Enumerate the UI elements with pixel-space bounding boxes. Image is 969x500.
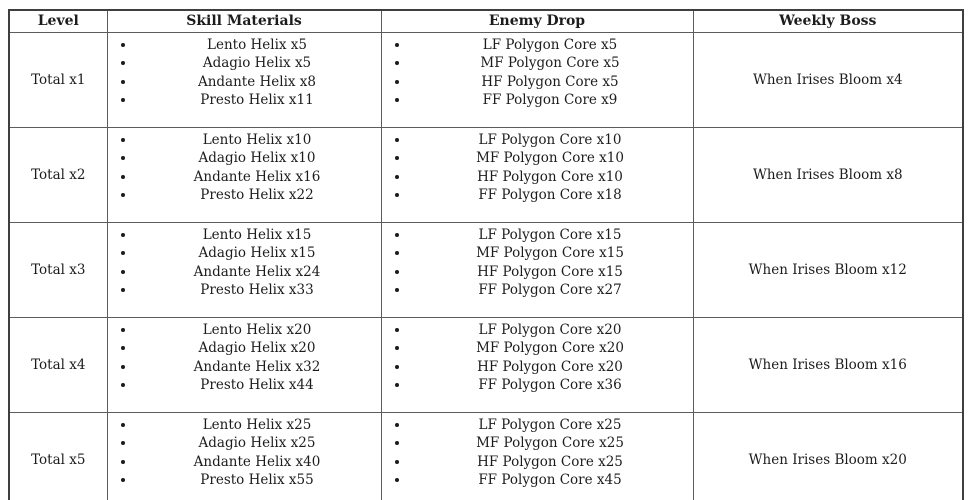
list-item: Adagio Helix x10: [136, 149, 379, 168]
table-row: Total x1 Lento Helix x5Adagio Helix x5An…: [8, 31, 964, 128]
list-item: Presto Helix x55: [136, 471, 379, 490]
list-item: MF Polygon Core x15: [410, 244, 691, 263]
table-row: Total x5 Lento Helix x25Adagio Helix x25…: [8, 411, 964, 500]
list-item: Adagio Helix x20: [136, 339, 379, 358]
list-item: Andante Helix x40: [136, 453, 379, 472]
table-row: Total x2 Lento Helix x10Adagio Helix x10…: [8, 126, 964, 223]
list-item: LF Polygon Core x10: [410, 131, 691, 150]
enemy-drop-list: LF Polygon Core x20MF Polygon Core x20HF…: [384, 321, 691, 395]
enemy-drop-cell: LF Polygon Core x15MF Polygon Core x15HF…: [380, 221, 694, 318]
list-item: Presto Helix x11: [136, 91, 379, 110]
header-row: Level Skill Materials Enemy Drop Weekly …: [8, 9, 964, 33]
weekly-boss-cell: When Irises Bloom x12: [692, 221, 964, 318]
level-cell: Total x3: [8, 221, 108, 318]
column-header-enemy-drop: Enemy Drop: [380, 9, 694, 33]
list-item: LF Polygon Core x5: [410, 36, 691, 55]
list-item: Andante Helix x8: [136, 73, 379, 92]
list-item: Adagio Helix x15: [136, 244, 379, 263]
list-item: Adagio Helix x5: [136, 54, 379, 73]
skill-materials-cell: Lento Helix x10Adagio Helix x10Andante H…: [106, 126, 382, 223]
list-item: HF Polygon Core x5: [410, 73, 691, 92]
column-header-level: Level: [8, 9, 108, 33]
list-item: LF Polygon Core x15: [410, 226, 691, 245]
enemy-drop-list: LF Polygon Core x15MF Polygon Core x15HF…: [384, 226, 691, 300]
enemy-drop-cell: LF Polygon Core x25MF Polygon Core x25HF…: [380, 411, 694, 500]
enemy-drop-cell: LF Polygon Core x20MF Polygon Core x20HF…: [380, 316, 694, 413]
weekly-boss-cell: When Irises Bloom x20: [692, 411, 964, 500]
list-item: Lento Helix x5: [136, 36, 379, 55]
enemy-drop-list: LF Polygon Core x10MF Polygon Core x10HF…: [384, 131, 691, 205]
skill-materials-list: Lento Helix x20Adagio Helix x20Andante H…: [110, 321, 379, 395]
list-item: MF Polygon Core x10: [410, 149, 691, 168]
skill-materials-list: Lento Helix x5Adagio Helix x5Andante Hel…: [110, 36, 379, 110]
list-item: HF Polygon Core x15: [410, 263, 691, 282]
list-item: Lento Helix x25: [136, 416, 379, 435]
list-item: HF Polygon Core x20: [410, 358, 691, 377]
list-item: Lento Helix x20: [136, 321, 379, 340]
column-header-weekly-boss: Weekly Boss: [692, 9, 964, 33]
list-item: FF Polygon Core x27: [410, 281, 691, 300]
enemy-drop-cell: LF Polygon Core x10MF Polygon Core x10HF…: [380, 126, 694, 223]
skill-materials-list: Lento Helix x15Adagio Helix x15Andante H…: [110, 226, 379, 300]
list-item: FF Polygon Core x18: [410, 186, 691, 205]
list-item: HF Polygon Core x10: [410, 168, 691, 187]
table-row: Total x4 Lento Helix x20Adagio Helix x20…: [8, 316, 964, 413]
skill-materials-cell: Lento Helix x5Adagio Helix x5Andante Hel…: [106, 31, 382, 128]
list-item: MF Polygon Core x5: [410, 54, 691, 73]
list-item: HF Polygon Core x25: [410, 453, 691, 472]
level-cell: Total x2: [8, 126, 108, 223]
list-item: Presto Helix x44: [136, 376, 379, 395]
list-item: LF Polygon Core x20: [410, 321, 691, 340]
list-item: FF Polygon Core x36: [410, 376, 691, 395]
weekly-boss-cell: When Irises Bloom x8: [692, 126, 964, 223]
skill-materials-cell: Lento Helix x20Adagio Helix x20Andante H…: [106, 316, 382, 413]
enemy-drop-list: LF Polygon Core x5MF Polygon Core x5HF P…: [384, 36, 691, 110]
skill-materials-cell: Lento Helix x15Adagio Helix x15Andante H…: [106, 221, 382, 318]
list-item: Adagio Helix x25: [136, 434, 379, 453]
list-item: Presto Helix x22: [136, 186, 379, 205]
weekly-boss-cell: When Irises Bloom x16: [692, 316, 964, 413]
list-item: MF Polygon Core x25: [410, 434, 691, 453]
column-header-skill-materials: Skill Materials: [106, 9, 382, 33]
list-item: FF Polygon Core x45: [410, 471, 691, 490]
list-item: MF Polygon Core x20: [410, 339, 691, 358]
list-item: Lento Helix x10: [136, 131, 379, 150]
table-row: Total x3 Lento Helix x15Adagio Helix x15…: [8, 221, 964, 318]
skill-materials-cell: Lento Helix x25Adagio Helix x25Andante H…: [106, 411, 382, 500]
skill-materials-list: Lento Helix x10Adagio Helix x10Andante H…: [110, 131, 379, 205]
list-item: Presto Helix x33: [136, 281, 379, 300]
list-item: Andante Helix x32: [136, 358, 379, 377]
skill-materials-list: Lento Helix x25Adagio Helix x25Andante H…: [110, 416, 379, 490]
list-item: Lento Helix x15: [136, 226, 379, 245]
level-cell: Total x4: [8, 316, 108, 413]
weekly-boss-cell: When Irises Bloom x4: [692, 31, 964, 128]
materials-table: Level Skill Materials Enemy Drop Weekly …: [8, 9, 964, 500]
list-item: Andante Helix x24: [136, 263, 379, 282]
enemy-drop-cell: LF Polygon Core x5MF Polygon Core x5HF P…: [380, 31, 694, 128]
list-item: FF Polygon Core x9: [410, 91, 691, 110]
list-item: LF Polygon Core x25: [410, 416, 691, 435]
level-cell: Total x1: [8, 31, 108, 128]
level-cell: Total x5: [8, 411, 108, 500]
list-item: Andante Helix x16: [136, 168, 379, 187]
enemy-drop-list: LF Polygon Core x25MF Polygon Core x25HF…: [384, 416, 691, 490]
